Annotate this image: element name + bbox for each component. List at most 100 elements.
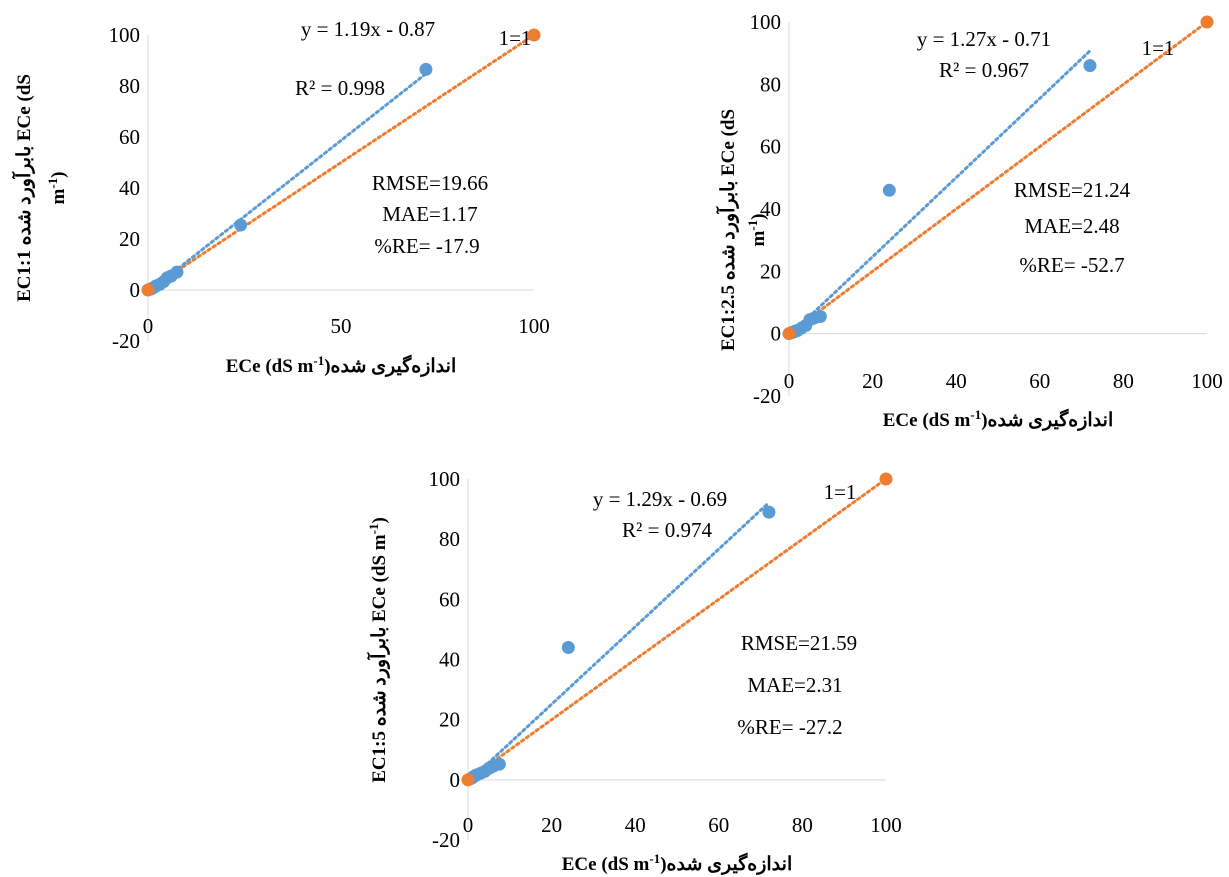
trendline-equation: y = 1.29x - 0.69 [593,487,727,511]
y-title-line: EC1:2.5 بابرآورد شده ECe (dS [715,109,739,351]
y-tick-label: 40 [760,197,781,221]
y-tick-label: 20 [439,708,460,732]
one-to-one-line [466,477,888,782]
x-tick-label: 100 [518,314,550,338]
stat-label: %RE= -52.7 [1019,253,1124,277]
x-tick-label: 0 [143,314,154,338]
one-to-one-point [1200,15,1214,29]
data-point [561,640,575,654]
r-squared-label: R² = 0.974 [622,518,712,542]
y-title-superscript: -1 [366,524,381,535]
r-squared-label: R² = 0.967 [939,58,1029,82]
y-title-line: EC1:5 بابرآورد شده ECe (dS m-1) [366,517,391,783]
x-tick-label: 0 [463,813,474,837]
data-point [882,183,896,197]
data-point [813,310,827,324]
y-title-superscript: -1 [45,178,60,189]
y-title-text: ECe (dS [718,109,739,181]
y-tick-label: 100 [750,10,782,34]
y-title-text: m [48,189,69,205]
y-title-line: m-1) [45,172,70,205]
trendline [148,72,428,293]
x-title-persian: اندازه‌گیری شده [988,408,1114,431]
x-tick-label: 20 [862,369,883,393]
y-title-text: برآورد شده [11,157,35,245]
data-point [492,757,506,771]
y-tick-label: 20 [119,227,140,251]
data-point [762,505,776,519]
x-title-persian: اندازه‌گیری شده [667,852,793,875]
y-title-text: ) [748,214,769,220]
y-title-line: m-1) [745,214,770,247]
x-tick-label: 20 [541,813,562,837]
x-title-text: ECe (dS m [562,854,650,875]
y-title-text: ) [48,172,69,178]
y-title-text: ECe (dS [14,74,35,146]
trendline [468,500,771,782]
trendline-equation: y = 1.19x - 0.87 [301,17,435,41]
x-tick-label: 60 [708,813,729,837]
y-tick-label: 100 [429,467,461,491]
one-to-one-point [879,472,893,486]
one-to-one-label: 1=1 [824,480,857,504]
stat-label: RMSE=21.24 [1014,178,1131,202]
y-tick-label: -20 [112,329,140,353]
x-title-superscript: -1 [649,851,660,866]
y-title-text: برآورد شده [366,638,390,726]
y-tick-label: 80 [439,527,460,551]
trendline [789,49,1092,336]
y-title-text: ECe (dS m [369,534,390,627]
x-axis-title: ECe (dS m-1)اندازه‌گیری شده [883,407,1113,432]
y-tick-label: 100 [109,23,141,47]
y-tick-label: 60 [760,135,781,159]
y-axis-title: EC1:5 بابرآورد شده ECe (dS m-1) [366,517,391,783]
y-tick-label: 0 [130,278,141,302]
y-tick-label: 60 [439,587,460,611]
one-to-one-point [782,327,796,341]
y-tick-label: 20 [760,259,781,283]
trendline-equation: y = 1.27x - 0.71 [917,27,1051,51]
one-to-one-label: 1=1 [1142,36,1175,60]
x-title-persian: اندازه‌گیری شده [331,354,457,377]
x-title-text: ) [324,356,330,377]
one-to-one-point [141,283,155,297]
y-tick-label: 80 [760,72,781,96]
data-point [1083,59,1097,73]
stat-label: MAE=2.48 [1024,214,1119,238]
stat-label: MAE=2.31 [747,673,842,697]
x-title-text: ) [981,410,987,431]
x-title-text: ECe (dS m [883,410,971,431]
x-title-text: ECe (dS m [226,356,314,377]
r-squared-label: R² = 0.998 [295,76,385,100]
x-tick-label: 100 [870,813,902,837]
y-tick-label: 80 [119,74,140,98]
data-point [419,62,433,76]
y-title-text: ) [369,517,390,523]
data-point [170,265,184,279]
y-tick-label: -20 [753,384,781,408]
y-title-text: m [748,231,769,247]
y-axis-title: EC1:2.5 بابرآورد شده ECe (dSm-1) [715,109,769,351]
one-to-one-label: 1=1 [499,26,532,50]
stat-label: RMSE=19.66 [372,171,488,195]
x-axis-title: ECe (dS m-1)اندازه‌گیری شده [226,353,456,378]
y-title-text: برآورد شده [715,192,739,280]
stat-label: RMSE=21.59 [741,631,857,655]
stat-label: %RE= -27.2 [737,715,842,739]
x-tick-label: 50 [331,314,352,338]
x-tick-label: 40 [946,369,967,393]
x-tick-label: 0 [784,369,795,393]
y-title-line: EC1:1 بابرآورد شده ECe (dS [11,74,35,302]
y-tick-label: 40 [119,176,140,200]
x-tick-label: 60 [1029,369,1050,393]
y-tick-label: -20 [432,828,460,852]
one-to-one-line [146,33,536,292]
y-tick-label: 0 [771,322,782,346]
data-point [234,218,248,232]
x-tick-label: 80 [1113,369,1134,393]
x-title-text: ) [660,854,666,875]
y-axis-title: EC1:1 بابرآورد شده ECe (dS m-1) [11,74,69,302]
